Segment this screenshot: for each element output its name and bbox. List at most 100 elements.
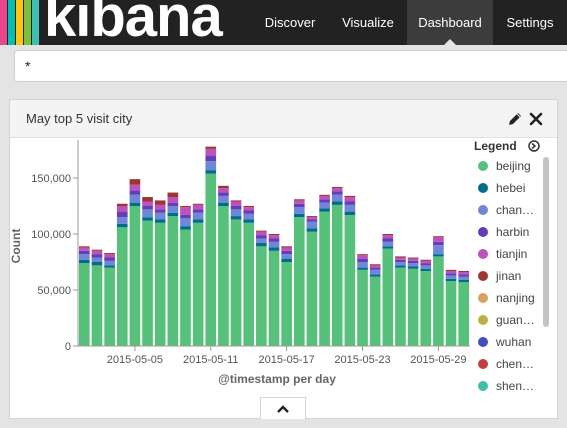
bar-segment[interactable] (369, 276, 381, 346)
bar-segment[interactable] (369, 265, 381, 268)
bar-segment[interactable] (180, 226, 191, 230)
legend-item[interactable]: harbin (478, 224, 529, 240)
bar-segment[interactable] (382, 246, 394, 249)
bar-segment[interactable] (218, 192, 229, 196)
bar-segment[interactable] (445, 275, 457, 279)
bar-segment[interactable] (319, 195, 330, 200)
bar-segment[interactable] (116, 223, 128, 228)
bar-segment[interactable] (154, 222, 166, 346)
bar-segment[interactable] (331, 186, 343, 189)
legend-item[interactable]: guan… (478, 312, 535, 328)
bar-segment[interactable] (395, 267, 406, 346)
bar-segment[interactable] (142, 197, 153, 202)
arrow-circle-right-icon[interactable] (528, 140, 540, 152)
bar-segment[interactable] (230, 200, 242, 202)
bar-segment[interactable] (116, 217, 128, 224)
bar-segment[interactable] (344, 195, 356, 198)
bar-segment[interactable] (306, 216, 318, 218)
bar-segment[interactable] (91, 262, 103, 266)
bar-segment[interactable] (420, 270, 432, 346)
bar-segment[interactable] (268, 238, 280, 242)
bar-segment[interactable] (407, 257, 419, 259)
bar-segment[interactable] (256, 242, 267, 247)
bar-segment[interactable] (116, 203, 128, 206)
bar-segment[interactable] (230, 201, 242, 206)
bar-segment[interactable] (154, 204, 166, 210)
bar-segment[interactable] (167, 212, 179, 217)
bar-segment[interactable] (382, 241, 394, 247)
bar-segment[interactable] (357, 269, 368, 346)
bar-segment[interactable] (192, 209, 204, 213)
bar-segment[interactable] (382, 234, 394, 236)
bar-segment[interactable] (142, 206, 153, 210)
bar-segment[interactable] (281, 247, 292, 251)
bar-segment[interactable] (192, 222, 204, 346)
bar-segment[interactable] (268, 247, 280, 251)
bar-segment[interactable] (319, 208, 330, 212)
bar-segment[interactable] (344, 204, 356, 212)
bar-segment[interactable] (281, 258, 292, 262)
legend-item[interactable]: chan… (478, 202, 534, 218)
bar-segment[interactable] (243, 222, 255, 346)
bar-segment[interactable] (458, 282, 469, 346)
bar-segment[interactable] (331, 191, 343, 195)
pencil-icon[interactable] (507, 111, 523, 127)
bar-segment[interactable] (268, 235, 280, 239)
bar-segment[interactable] (256, 238, 267, 243)
bar-segment[interactable] (420, 268, 432, 271)
bar-segment[interactable] (129, 202, 141, 206)
bar-segment[interactable] (154, 212, 166, 220)
legend-item[interactable]: nanjing (478, 290, 535, 306)
bar-segment[interactable] (243, 213, 255, 220)
bar-segment[interactable] (357, 267, 368, 270)
bar-segment[interactable] (129, 184, 141, 191)
bar-segment[interactable] (433, 254, 444, 257)
bar-segment[interactable] (91, 265, 103, 346)
bar-segment[interactable] (79, 246, 90, 248)
bar-segment[interactable] (369, 269, 381, 275)
bar-segment[interactable] (129, 194, 141, 203)
bar-segment[interactable] (281, 254, 292, 259)
legend-title[interactable]: Legend (474, 139, 517, 153)
bar-segment[interactable] (369, 264, 381, 266)
bar-segment[interactable] (293, 207, 305, 214)
bar-segment[interactable] (445, 270, 457, 274)
bar-segment[interactable] (407, 268, 419, 346)
bar-segment[interactable] (256, 235, 267, 239)
bar-segment[interactable] (142, 201, 153, 206)
bar-segment[interactable] (420, 259, 432, 261)
bar-segment[interactable] (395, 257, 406, 260)
bar-segment[interactable] (293, 199, 305, 201)
bar-segment[interactable] (420, 265, 432, 269)
bar-segment[interactable] (458, 272, 469, 275)
bar-segment[interactable] (445, 269, 457, 271)
bar-segment[interactable] (306, 219, 318, 222)
bar-segment[interactable] (142, 209, 153, 218)
bar-segment[interactable] (344, 214, 356, 346)
bar-segment[interactable] (192, 212, 204, 220)
bar-segment[interactable] (395, 256, 406, 258)
bar-segment[interactable] (79, 254, 90, 260)
bar-segment[interactable] (104, 265, 115, 268)
bar-segment[interactable] (129, 206, 141, 346)
bar-segment[interactable] (420, 263, 432, 266)
bar-segment[interactable] (407, 266, 419, 269)
bar-segment[interactable] (293, 200, 305, 204)
bar-segment[interactable] (205, 155, 217, 162)
panel-toggle-button[interactable] (260, 397, 306, 419)
bar-segment[interactable] (104, 254, 115, 258)
bar-segment[interactable] (129, 179, 141, 185)
bar-segment[interactable] (433, 245, 444, 255)
bar-segment[interactable] (331, 194, 343, 202)
legend-scrollbar[interactable] (543, 157, 549, 327)
bar-segment[interactable] (395, 262, 406, 266)
bar-segment[interactable] (268, 241, 280, 248)
bar-segment[interactable] (167, 197, 179, 203)
bar-segment[interactable] (167, 192, 179, 198)
legend-item[interactable]: shen… (478, 378, 534, 394)
bar-segment[interactable] (268, 234, 280, 236)
bar-segment[interactable] (306, 217, 318, 220)
bar-segment[interactable] (104, 253, 115, 255)
bar-segment[interactable] (205, 146, 217, 149)
bar-segment[interactable] (306, 231, 318, 346)
